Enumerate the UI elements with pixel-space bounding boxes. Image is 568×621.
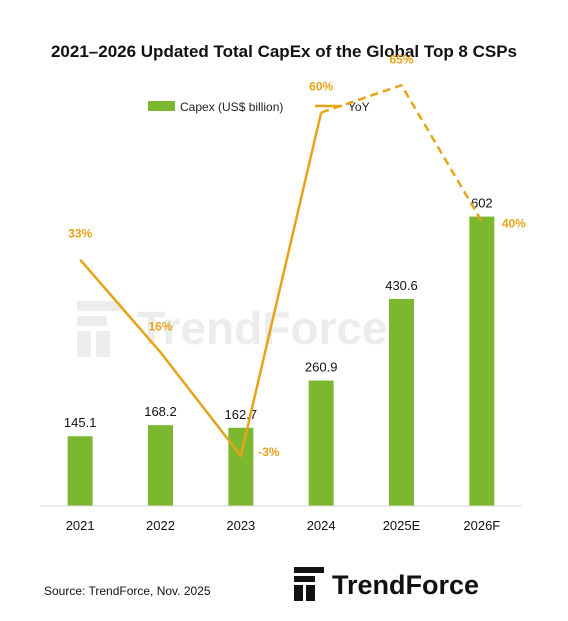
- legend-swatch-capex: [148, 101, 175, 111]
- source-note: Source: TrendForce, Nov. 2025: [44, 584, 211, 598]
- legend-label-yoy: YoY: [348, 100, 370, 114]
- x-tick-label-2026F: 2026F: [463, 518, 500, 533]
- yoy-label-2024: 60%: [309, 80, 333, 94]
- bar-value-label-2025E: 430.6: [385, 278, 418, 293]
- yoy-line-actual: [79, 112, 323, 458]
- yoy-label-2026F: 40%: [502, 217, 526, 231]
- chart-title: 2021–2026 Updated Total CapEx of the Glo…: [51, 42, 517, 61]
- yoy-label-2025E: 65%: [389, 52, 413, 66]
- bar-2023: [228, 427, 254, 506]
- bar-2026F: [469, 216, 495, 507]
- bar-value-label-2026F: 602: [471, 196, 493, 211]
- bar-2021: [67, 436, 93, 506]
- plot-area: 145.12021168.22022162.72023260.92024430.…: [40, 52, 526, 533]
- x-tick-label-2023: 2023: [226, 518, 255, 533]
- x-tick-label-2024: 2024: [307, 518, 336, 533]
- watermark-text: TrendForce: [137, 302, 388, 354]
- brand-name: TrendForce: [332, 570, 479, 600]
- bar-value-label-2021: 145.1: [64, 415, 97, 430]
- bar-2022: [148, 425, 173, 506]
- watermark-logo-icon: [77, 301, 121, 357]
- x-tick-label-2025E: 2025E: [383, 518, 421, 533]
- brand-logo-icon: [294, 567, 324, 601]
- x-tick-label-2022: 2022: [146, 518, 175, 533]
- yoy-line-forecast: [320, 84, 483, 223]
- legend-label-capex: Capex (US$ billion): [180, 100, 283, 114]
- bar-2024: [308, 380, 334, 506]
- bar-2025E: [389, 298, 414, 506]
- bar-value-label-2024: 260.9: [305, 360, 338, 375]
- yoy-label-2023: -3%: [258, 445, 280, 459]
- brand-logo: TrendForce: [294, 567, 479, 601]
- watermark: TrendForce: [77, 301, 388, 357]
- bar-value-label-2022: 168.2: [144, 404, 177, 419]
- yoy-label-2022: 16%: [148, 319, 172, 333]
- yoy-label-2021: 33%: [68, 227, 92, 241]
- x-tick-label-2021: 2021: [66, 518, 95, 533]
